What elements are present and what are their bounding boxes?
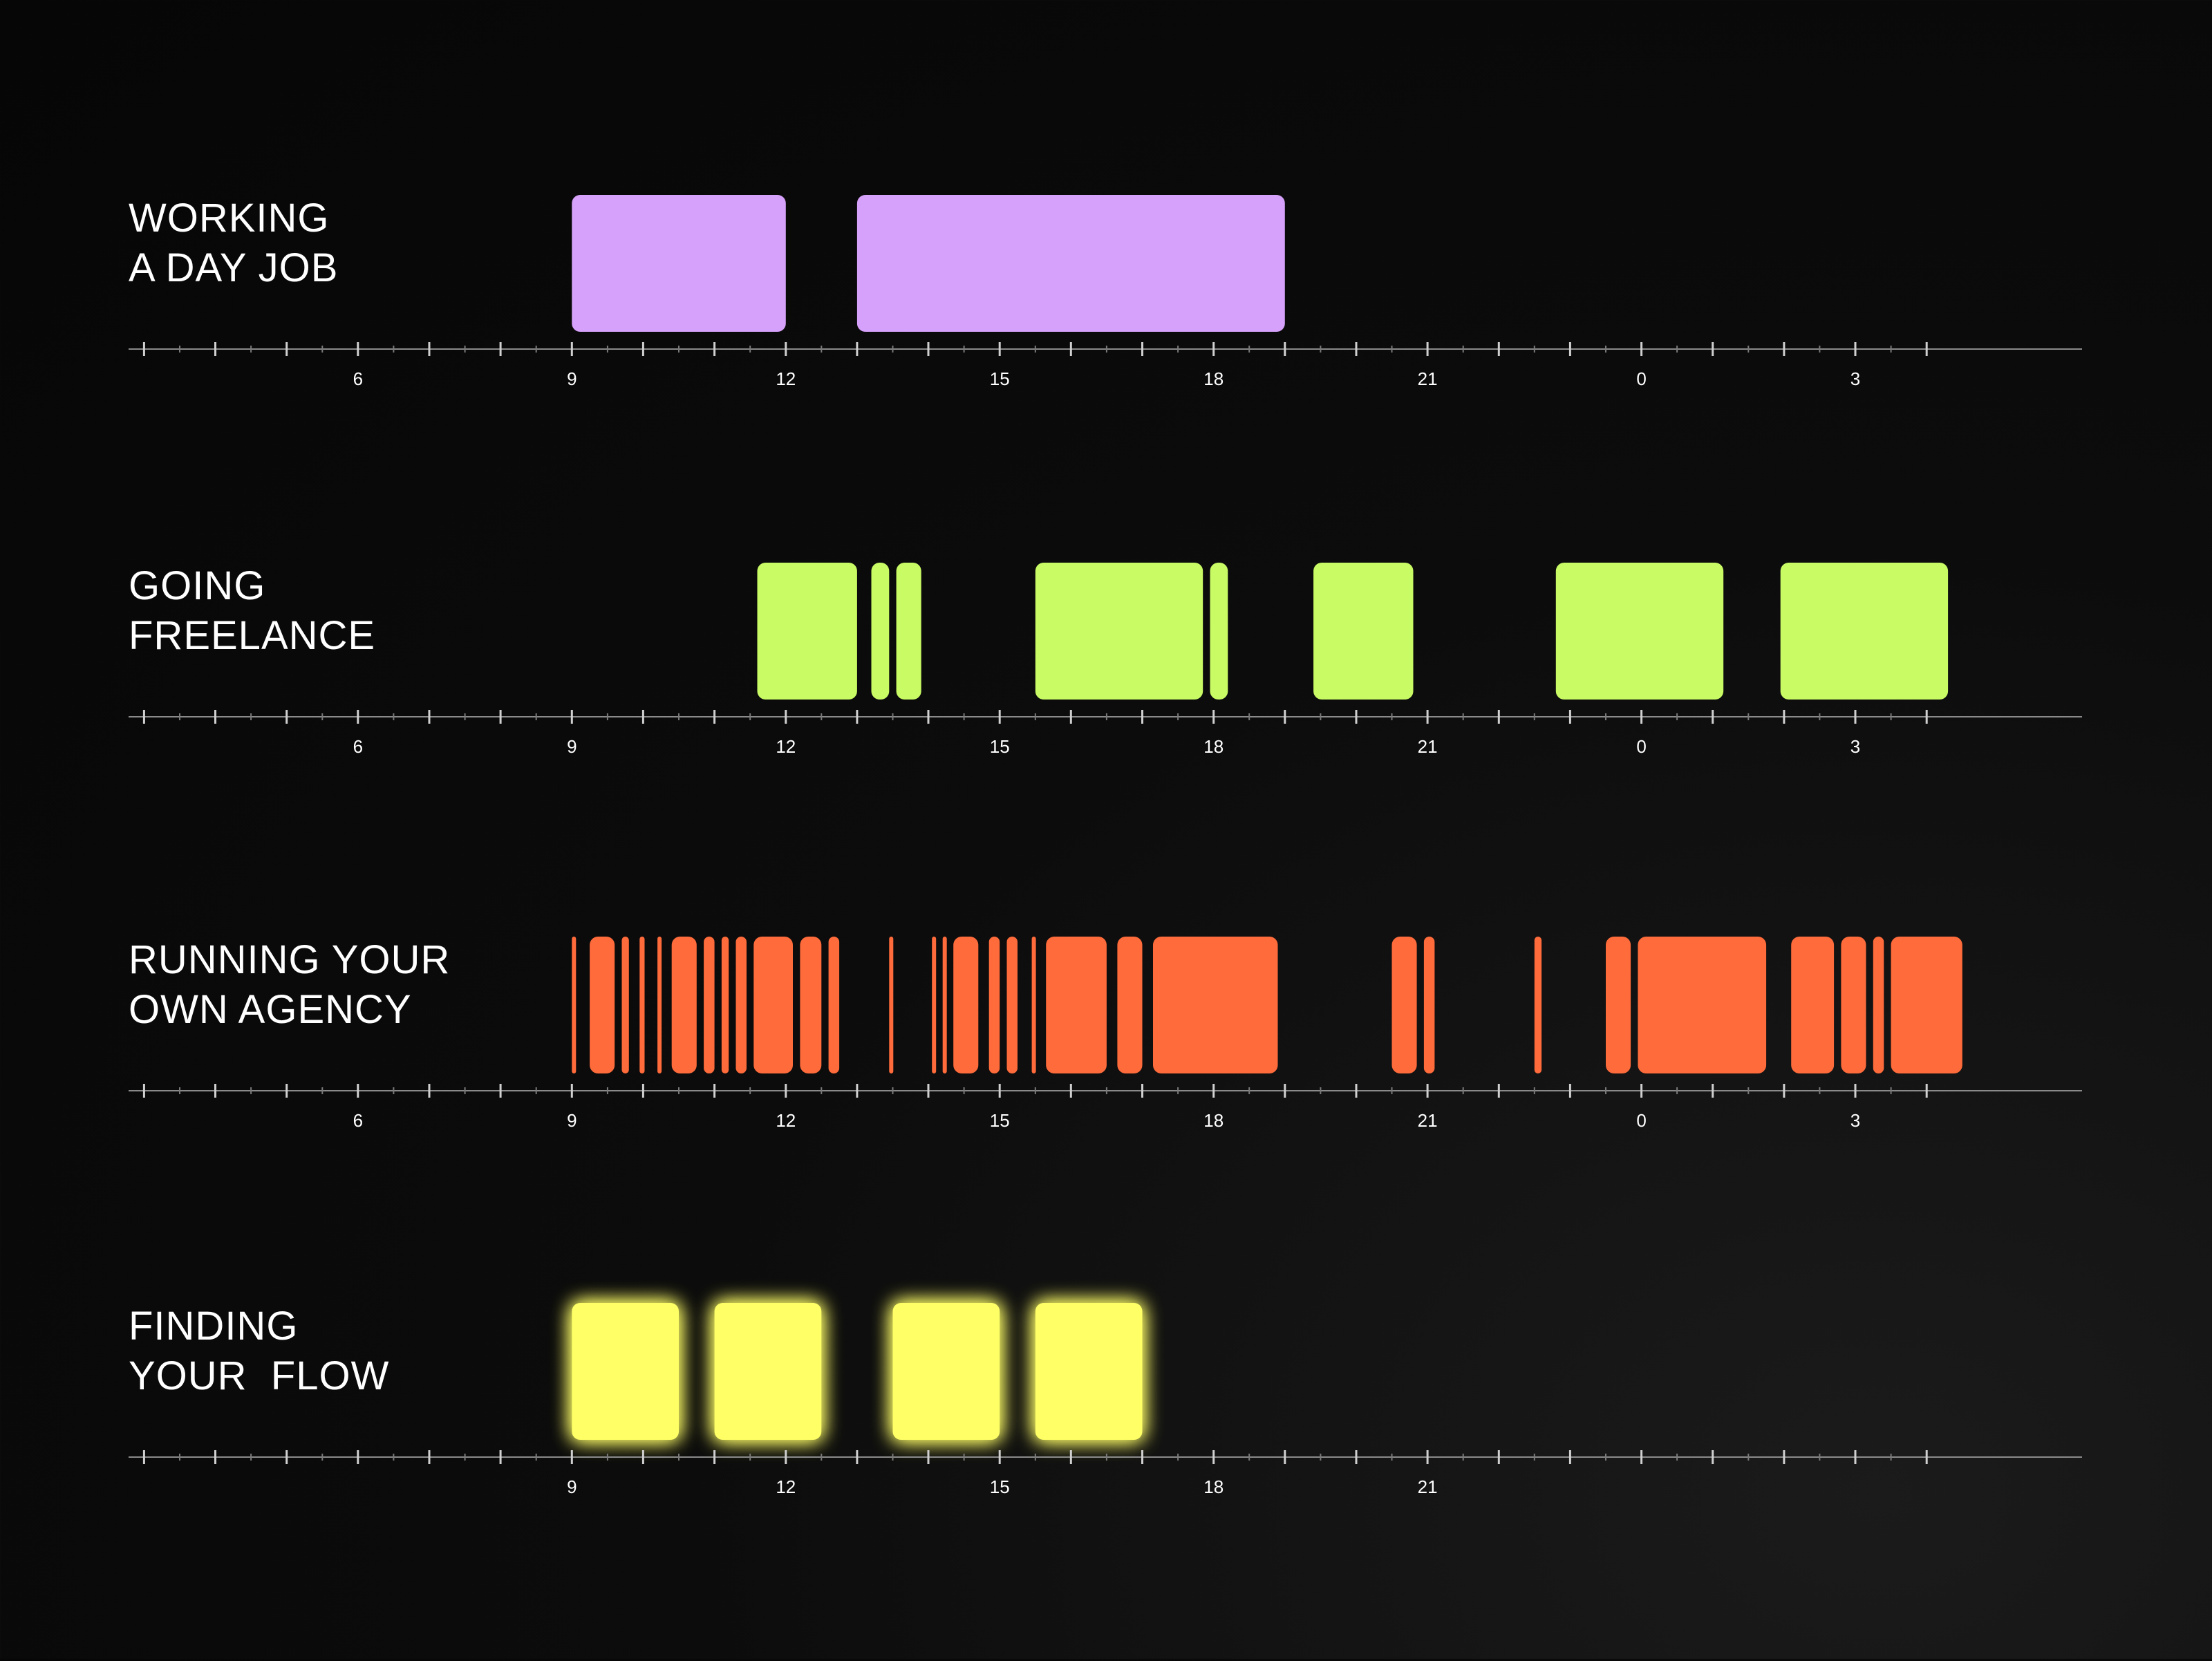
axis-tick-label: 15: [990, 1476, 1010, 1497]
axis-tick-label: 21: [1418, 368, 1438, 389]
row-label-line-2: A DAY JOB: [129, 245, 339, 290]
row-label-line-1: RUNNING YOUR: [129, 937, 451, 982]
axis-tick-label: 21: [1418, 736, 1438, 757]
axis-tick-label: 9: [567, 1476, 577, 1497]
axis-tick-label: 21: [1418, 1110, 1438, 1131]
row-working-day-job: WORKING A DAY JOB 6 9 12 15 18 21 0 3: [0, 166, 2212, 553]
timeline-bar-31: [1891, 937, 1962, 1073]
timeline-bar-28: [1791, 937, 1835, 1073]
timeline-bar-5: [657, 937, 662, 1073]
timeline-bar-14: [932, 937, 937, 1073]
axis-tick-label: 6: [353, 1110, 363, 1131]
timeline-bar-20: [1046, 937, 1107, 1073]
axis-tick-label: 15: [990, 368, 1010, 389]
row-label-line-1: GOING: [129, 563, 266, 608]
timeline-bar-2: [871, 563, 890, 700]
timeline-bar-12: [828, 937, 840, 1073]
axis-tick-label: 3: [1850, 736, 1860, 757]
timeline-bar-3: [896, 563, 921, 700]
axis-tick-label: 18: [1203, 368, 1224, 389]
timeline-bar-24: [1423, 937, 1435, 1073]
timeline-bar-21: [1117, 937, 1143, 1073]
timeline-bar-17: [988, 937, 1000, 1073]
timeline-bar-18: [1006, 937, 1018, 1073]
axis-tick-label: 12: [776, 736, 796, 757]
timeline-bar-11: [800, 937, 822, 1073]
timeline-bar-6: [1313, 563, 1414, 700]
axis-tick-label: 0: [1636, 1110, 1646, 1131]
timeline-bar-13: [889, 937, 894, 1073]
axis-tick-label: 0: [1636, 736, 1646, 757]
axis-tick-label: 9: [567, 1110, 577, 1131]
row-label-line-1: FINDING: [129, 1304, 299, 1349]
timeline-bar-22: [1153, 937, 1278, 1073]
timeline-bar-1: [572, 1303, 679, 1440]
timeline-freelance: 6 9 12 15 18 21 0 3: [129, 563, 2082, 757]
timeline-working: 6 9 12 15 18 21 0 3: [129, 195, 2082, 389]
row-going-freelance: GOING FREELANCE 6 9 12 15 18 21 0 3: [0, 534, 2212, 921]
axis-tick-label: 18: [1203, 1476, 1224, 1497]
timeline-bar-5: [1210, 563, 1228, 700]
timeline-bar-4: [639, 937, 645, 1073]
row-label: FINDING YOUR FLOW: [129, 1302, 543, 1401]
axis-tick-label: 3: [1850, 368, 1860, 389]
axis-tick-label: 18: [1203, 1110, 1224, 1131]
timeline-bar-25: [1534, 937, 1542, 1073]
timeline-flow: 9 12 15 18 21: [129, 1303, 2082, 1497]
row-label: GOING FREELANCE: [129, 561, 543, 661]
timeline-bar-2: [714, 1303, 822, 1440]
row-running-agency: RUNNING YOUR OWN AGENCY 6 9 12 15 18 21 0 3: [0, 908, 2212, 1295]
timeline-bar-7: [704, 937, 715, 1073]
timeline-bar-15: [942, 937, 947, 1073]
timeline-bar-26: [1606, 937, 1631, 1073]
axis-tick-label: 18: [1203, 736, 1224, 757]
axis-tick-label: 12: [776, 1476, 796, 1497]
timeline-bar-27: [1638, 937, 1767, 1073]
timeline-bar-2: [590, 937, 615, 1073]
timeline-bar-4: [1035, 1303, 1143, 1440]
axis-tick-label: 3: [1850, 1110, 1860, 1131]
axis-tick-label: 21: [1418, 1476, 1438, 1497]
axis-tick-label: 9: [567, 368, 577, 389]
row-label: RUNNING YOUR OWN AGENCY: [129, 935, 543, 1035]
timeline-bar-9: [735, 937, 747, 1073]
row-label-line-2: OWN AGENCY: [129, 987, 412, 1032]
timeline-bar-2: [856, 195, 1285, 332]
timeline-bar-29: [1841, 937, 1866, 1073]
timeline-bar-16: [953, 937, 979, 1073]
axis-tick-label: 12: [776, 368, 796, 389]
row-label-line-1: WORKING: [129, 196, 330, 241]
timeline-bar-1: [572, 195, 786, 332]
timeline-bar-3: [621, 937, 629, 1073]
row-label: WORKING A DAY JOB: [129, 194, 543, 293]
row-label-line-2: YOUR FLOW: [129, 1353, 390, 1398]
row-finding-flow: FINDING YOUR FLOW 9 12 15 18 21: [0, 1274, 2212, 1661]
axis-tick-label: 6: [353, 368, 363, 389]
axis-tick-label: 12: [776, 1110, 796, 1131]
timeline-bar-6: [671, 937, 697, 1073]
timeline-bar-30: [1873, 937, 1884, 1073]
timeline-bar-19: [1031, 937, 1036, 1073]
timeline-bar-1: [572, 937, 577, 1073]
timeline-agency: 6 9 12 15 18 21 0 3: [129, 937, 2082, 1131]
timeline-bar-4: [1035, 563, 1203, 700]
axis-tick-label: 15: [990, 736, 1010, 757]
timeline-bar-1: [757, 563, 857, 700]
timeline-bar-7: [1555, 563, 1724, 700]
timeline-bar-3: [892, 1303, 1000, 1440]
axis-tick-label: 0: [1636, 368, 1646, 389]
axis-tick-label: 15: [990, 1110, 1010, 1131]
row-label-line-2: FREELANCE: [129, 613, 376, 658]
axis-tick-label: 9: [567, 736, 577, 757]
timeline-bar-23: [1391, 937, 1417, 1073]
timeline-bar-8: [721, 937, 729, 1073]
axis-tick-label: 6: [353, 736, 363, 757]
timeline-bar-8: [1780, 563, 1949, 700]
timeline-bar-10: [753, 937, 793, 1073]
